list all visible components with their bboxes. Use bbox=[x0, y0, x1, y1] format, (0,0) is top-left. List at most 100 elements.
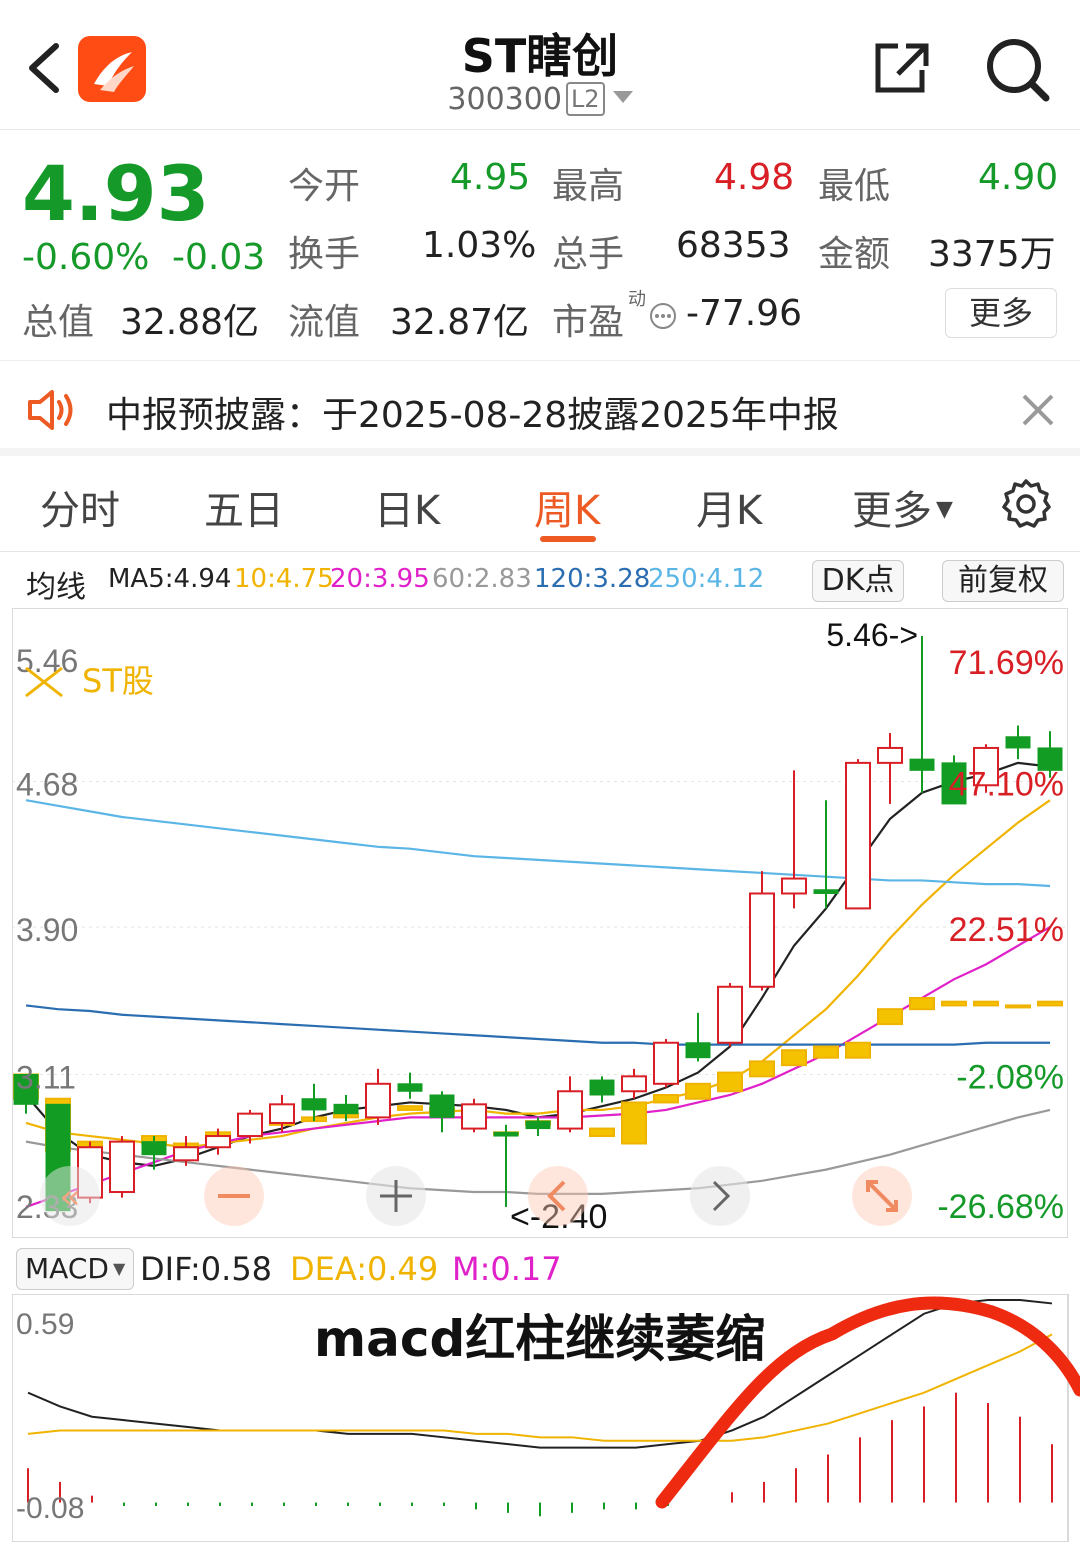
overlay-bar bbox=[1037, 1000, 1063, 1007]
tab-daily-k[interactable]: 日K bbox=[374, 488, 441, 534]
candle-body bbox=[365, 1082, 391, 1119]
macd-legend: MACD ▼ DIF:0.58 DEA:0.49 M:0.17 bbox=[0, 1244, 1080, 1294]
overlay-bar bbox=[845, 1041, 871, 1059]
candle-body bbox=[973, 746, 999, 787]
overlay-bar bbox=[781, 1049, 807, 1067]
active-tab-indicator bbox=[540, 536, 596, 542]
gear-icon[interactable] bbox=[1000, 478, 1052, 530]
indicator-selector-label: MACD bbox=[25, 1252, 109, 1285]
st-tag: ST股 bbox=[25, 662, 154, 700]
st-tag-label: ST股 bbox=[82, 662, 154, 700]
high-price-marker: 5.46-> bbox=[826, 617, 918, 653]
stock-code-selector[interactable]: 300300 L2 bbox=[0, 82, 1080, 117]
ma-line-ma120 bbox=[25, 1004, 1050, 1046]
candle-body bbox=[557, 1090, 583, 1130]
candle-body bbox=[781, 877, 807, 895]
overlay-bar bbox=[1005, 1004, 1031, 1009]
ma-line-ma250 bbox=[25, 799, 1051, 888]
overlay-bar bbox=[685, 1082, 711, 1100]
dropdown-icon bbox=[612, 91, 633, 103]
candle-body bbox=[173, 1146, 199, 1162]
tab-more[interactable]: 更多 ▼ bbox=[852, 478, 953, 536]
hand-drawn-curve bbox=[655, 1296, 1080, 1509]
dk-point-button[interactable]: DK点 bbox=[812, 560, 904, 602]
pe-label: 市盈 bbox=[552, 302, 625, 343]
macd-y-top: 0.59 bbox=[16, 1308, 74, 1341]
share-external-icon[interactable] bbox=[872, 40, 932, 96]
overlay-bar bbox=[909, 996, 935, 1011]
ma10-value: 10:4.75 bbox=[234, 564, 334, 594]
tab-weekly-k[interactable]: 周K bbox=[534, 488, 601, 534]
high-label: 最高 bbox=[552, 166, 625, 207]
info-dots-icon[interactable] bbox=[648, 301, 678, 331]
chevron-left-icon bbox=[547, 1180, 566, 1212]
scroll-left-button[interactable] bbox=[528, 1166, 588, 1226]
chevron-left-icon[interactable] bbox=[24, 40, 64, 96]
candle-body bbox=[813, 889, 839, 894]
weekly-k-chart[interactable]: 5.464.683.903.112.3371.69%47.10%22.51%-2… bbox=[12, 608, 1068, 1238]
turnover-value: 1.03% bbox=[422, 225, 537, 266]
overlay-bar bbox=[717, 1071, 743, 1093]
volume-value: 68353 bbox=[676, 225, 791, 266]
pct-axis-tick: 22.51% bbox=[949, 911, 1064, 949]
more-quote-button[interactable]: 更多 bbox=[945, 288, 1057, 338]
overlay-bar bbox=[877, 1008, 903, 1026]
mktcap-value: 32.88亿 bbox=[120, 302, 260, 343]
caret-down-icon: ▼ bbox=[112, 1259, 126, 1278]
pe-value: -77.96 bbox=[686, 293, 803, 334]
scroll-left-fast-button[interactable] bbox=[40, 1166, 100, 1226]
float-value: 32.87亿 bbox=[390, 302, 530, 343]
candle-body bbox=[717, 985, 743, 1044]
ma-label: 均线 bbox=[26, 570, 86, 605]
candle-body bbox=[13, 1073, 39, 1105]
candle-body bbox=[749, 892, 775, 988]
amount-label: 金额 bbox=[818, 234, 891, 275]
float-label: 流值 bbox=[288, 302, 361, 343]
candle-body bbox=[653, 1041, 679, 1085]
macd-m: M:0.17 bbox=[452, 1250, 562, 1288]
candle-body bbox=[685, 1042, 711, 1059]
macd-chart[interactable]: 0.59 -0.08 macd红柱继续萎缩 bbox=[12, 1294, 1080, 1542]
stock-name: ST瞎创 bbox=[461, 29, 619, 83]
ma-legend: 均线 MA5:4.94 10:4.75 20:3.95 60:2.83 120:… bbox=[0, 556, 1080, 605]
overlay-bar bbox=[813, 1045, 839, 1059]
macd-dea: DEA:0.49 bbox=[290, 1250, 439, 1288]
caret-down-icon: ▼ bbox=[936, 497, 953, 522]
overlay-bar bbox=[397, 1105, 423, 1111]
candle-body bbox=[461, 1103, 487, 1130]
open-value: 4.95 bbox=[450, 157, 531, 198]
ma60-value: 60:2.83 bbox=[432, 564, 532, 594]
ma-line-ma60 bbox=[25, 1108, 1051, 1195]
user-annotation-text: macd红柱继续萎缩 bbox=[314, 1310, 765, 1368]
macd-y-bottom: -0.08 bbox=[16, 1492, 84, 1525]
overlay-bar bbox=[653, 1093, 679, 1104]
speaker-icon bbox=[28, 390, 73, 430]
indicator-selector[interactable]: MACD ▼ bbox=[16, 1248, 134, 1290]
candle-body bbox=[525, 1120, 551, 1130]
notice-bar[interactable]: 中报预披露：于2025-08-28披露2025年中报 bbox=[0, 362, 1080, 456]
overlay-bar bbox=[749, 1060, 775, 1078]
tab-monthly-k[interactable]: 月K bbox=[696, 488, 763, 534]
search-icon[interactable] bbox=[982, 36, 1052, 102]
candle-body bbox=[909, 758, 935, 771]
candle-body bbox=[109, 1140, 135, 1194]
tab-minute[interactable]: 分时 bbox=[40, 488, 120, 534]
high-value: 4.98 bbox=[714, 157, 795, 198]
ma20-value: 20:3.95 bbox=[330, 564, 430, 594]
forward-adjust-button[interactable]: 前复权 bbox=[942, 560, 1064, 602]
double-chevron-left-icon: « bbox=[60, 1177, 81, 1217]
scroll-right-button[interactable] bbox=[690, 1166, 750, 1226]
candle-body bbox=[141, 1141, 167, 1156]
overlay-bar bbox=[589, 1127, 615, 1138]
pct-axis-tick: -26.68% bbox=[937, 1188, 1064, 1226]
pct-axis-tick: 71.69% bbox=[949, 644, 1064, 682]
mktcap-label: 总值 bbox=[22, 302, 95, 343]
macd-line-dea bbox=[27, 1333, 1053, 1442]
overlay-bar bbox=[973, 1000, 999, 1007]
ma250-value: 250:4.12 bbox=[648, 564, 765, 594]
tab-five-day[interactable]: 五日 bbox=[204, 488, 284, 534]
candle-body bbox=[493, 1131, 519, 1137]
close-icon[interactable] bbox=[1020, 392, 1056, 428]
notice-text: 中报预披露：于2025-08-28披露2025年中报 bbox=[106, 395, 839, 436]
app-logo[interactable] bbox=[78, 36, 146, 102]
